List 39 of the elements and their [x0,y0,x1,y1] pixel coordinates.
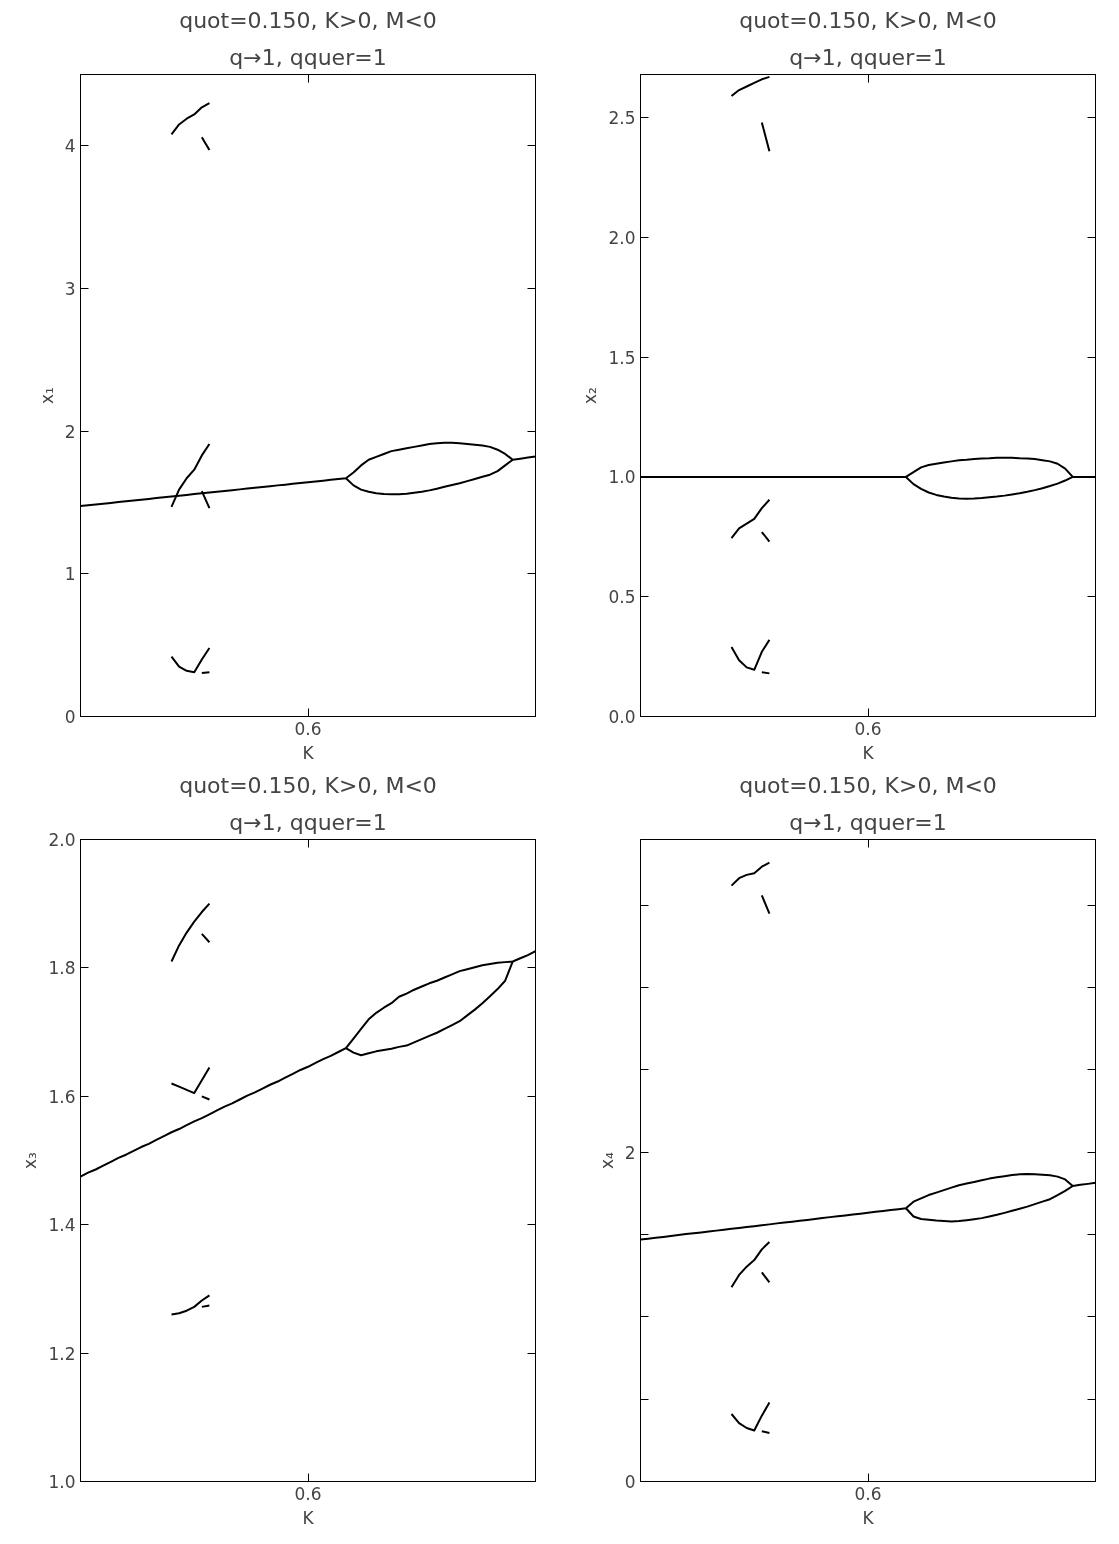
y-tick-label: 2.0 [607,227,636,248]
y-tick-label: 1.0 [48,1472,76,1492]
chart-title: quot=0.150, K>0, M<0 [179,772,437,798]
text: 0.6 [294,718,322,739]
y-tick-label: 1.8 [48,958,76,979]
x-axis-title: K [861,742,874,763]
chart-title: quot=0.150, K>0, M<0 [738,7,997,33]
y-tick-label: 1.4 [48,1215,76,1236]
text: 0.6 [853,1483,882,1504]
x-axis-title: K [861,1507,874,1528]
y-tick-label: 1 [64,564,76,585]
y-tick-label: 2 [624,1142,636,1163]
y-axis-title: x₂ [579,387,600,404]
chart-subtitle: q→1, qquer=1 [788,44,947,70]
y-axis-title: x₁ [36,387,57,404]
y-axis-title: x₄ [596,1151,617,1169]
text: 0.6 [853,718,882,739]
y-tick-label: 1.2 [48,1343,76,1364]
x-axis-title: K [302,1507,315,1528]
y-tick-label: 0.5 [607,587,636,608]
y-axis-title: x₃ [20,1152,41,1169]
x-axis-title: K [302,742,315,763]
y-tick-label: 1.5 [607,347,636,368]
chart-subtitle: q→1, qquer=1 [788,809,947,835]
chart-subtitle: q→1, qquer=1 [229,809,387,835]
chart-title: quot=0.150, K>0, M<0 [738,772,997,798]
y-tick-label: 2 [64,421,76,442]
y-tick-label: 1.6 [48,1086,76,1107]
chart-title: quot=0.150, K>0, M<0 [179,7,437,33]
y-tick-label: 0.0 [607,707,636,727]
text: 0.6 [294,1483,322,1504]
y-tick-label: 0 [64,707,76,727]
y-tick-label: 1.0 [607,467,636,488]
y-tick-label: 2.0 [48,830,76,850]
y-tick-label: 2.5 [607,108,636,129]
y-tick-label: 4 [64,136,76,157]
chart-subtitle: q→1, qquer=1 [229,44,387,70]
y-tick-label: 3 [64,279,76,299]
y-tick-label: 0 [624,1472,636,1492]
